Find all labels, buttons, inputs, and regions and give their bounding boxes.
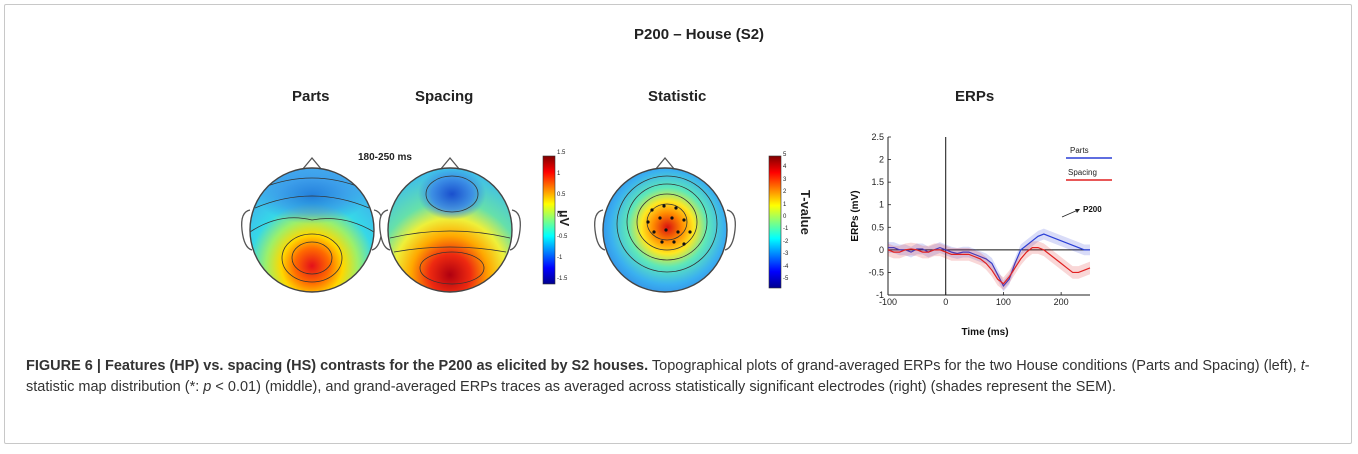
cbar-t-tick: 0 xyxy=(783,214,787,220)
y-tick-label: 1 xyxy=(879,200,884,210)
legend-label-parts: Parts xyxy=(1070,146,1089,155)
colorbar-t-ticks: 5 4 3 2 1 0 -1 -2 -3 -4 -5 xyxy=(783,152,803,292)
legend-label-spacing: Spacing xyxy=(1068,168,1097,177)
y-tick-label: 1.5 xyxy=(871,177,884,187)
y-tick-label: 0 xyxy=(879,245,884,255)
cbar-t-tick: -4 xyxy=(783,263,789,270)
x-tick-label: 0 xyxy=(943,297,948,307)
cbar-t-tick: -5 xyxy=(783,276,789,282)
cbar-t-tick: -3 xyxy=(783,251,789,258)
y-tick-label: 2.5 xyxy=(871,132,884,142)
topomap-spacing xyxy=(379,156,521,293)
p200-annotation: P200 xyxy=(1083,205,1102,214)
y-tick-label: -0.5 xyxy=(868,267,884,277)
cbar-t-tick: -1 xyxy=(783,226,789,233)
cbar-t-tick: 4 xyxy=(783,164,787,171)
sem-band-spacing xyxy=(888,241,1090,291)
panel-title-erps: ERPs xyxy=(955,88,995,105)
cbar-uv-tick: 1.5 xyxy=(557,150,566,156)
cbar-uv-tick: 0 xyxy=(557,213,561,219)
caption-lead: FIGURE 6 | Features (HP) vs. spacing (HS… xyxy=(26,358,649,374)
topomap-parts xyxy=(241,156,383,293)
cbar-uv-tick: 1 xyxy=(557,171,561,177)
y-tick-label: 0.5 xyxy=(871,222,884,232)
caption-body-1: Topographical plots of grand-averaged ER… xyxy=(648,358,1301,374)
caption-t-symbol: t xyxy=(1300,358,1305,374)
panel-title-parts: Parts xyxy=(292,88,330,105)
figure-frame xyxy=(4,4,1352,444)
time-window-label: 180-250 ms xyxy=(358,152,412,163)
y-tick-label: -1 xyxy=(876,290,884,300)
series-line-spacing xyxy=(887,247,1091,285)
cbar-uv-tick: 0.5 xyxy=(557,192,566,198)
x-tick-label: 100 xyxy=(996,297,1011,307)
series-line-parts xyxy=(888,233,1090,288)
p200-arrow-head xyxy=(1075,209,1080,213)
cbar-uv-tick: -1 xyxy=(557,255,563,261)
cbar-uv-tick: -1.5 xyxy=(557,276,568,282)
cbar-t-tick: 3 xyxy=(783,176,787,183)
y-tick-label: 2 xyxy=(879,155,884,165)
figure-caption: FIGURE 6 | Features (HP) vs. spacing (HS… xyxy=(26,356,1336,398)
cbar-t-tick: 2 xyxy=(783,189,787,196)
p200-arrow-line xyxy=(1061,209,1079,218)
caption-body-3: < 0.01) (middle), and grand-averaged ERP… xyxy=(211,379,1117,395)
x-axis-label: Time (ms) xyxy=(961,327,1008,338)
colorbar-t xyxy=(768,155,782,289)
topomap-statistic xyxy=(594,156,736,293)
panel-title-statistic: Statistic xyxy=(648,88,707,105)
cbar-uv-tick: -0.5 xyxy=(557,234,568,240)
panel-title-spacing: Spacing xyxy=(415,88,474,105)
y-axis-label: ERPs (mV) xyxy=(850,190,861,241)
sem-band-parts xyxy=(888,228,1090,292)
colorbar-uv-ticks: 1.5 1 0.5 0 -0.5 -1 -1.5 xyxy=(557,150,577,290)
cbar-t-tick: 5 xyxy=(783,152,787,158)
x-tick-label: 200 xyxy=(1054,297,1069,307)
caption-body-2: -statistic map distribution (*: xyxy=(26,358,1310,395)
significant-electrodes xyxy=(646,204,692,246)
caption-p-symbol: p xyxy=(203,379,212,395)
colorbar-uv xyxy=(542,155,556,285)
figure-main-title: P200 – House (S2) xyxy=(634,26,765,43)
x-tick-label: -100 xyxy=(879,297,897,307)
cbar-t-tick: 1 xyxy=(783,201,787,208)
cbar-t-tick: -2 xyxy=(783,238,789,245)
